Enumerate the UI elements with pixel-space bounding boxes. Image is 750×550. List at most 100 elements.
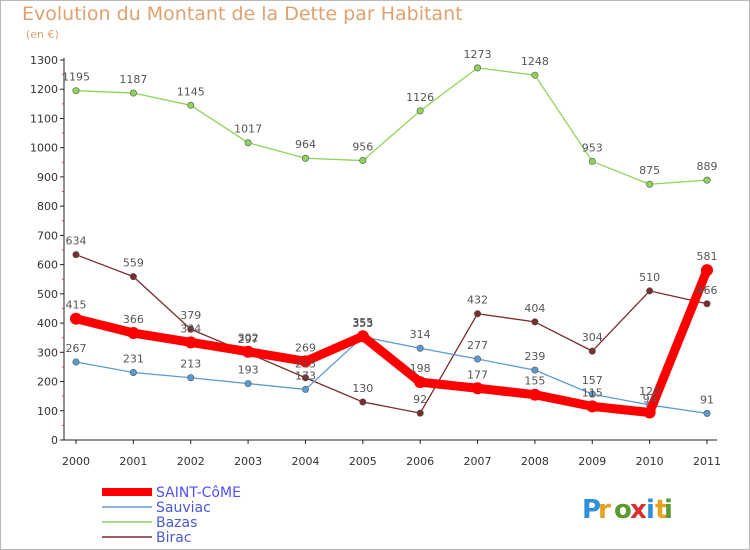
data-point [70, 312, 82, 325]
proxiti-logo: Pr ox i ti [582, 495, 673, 525]
data-point [471, 382, 484, 395]
data-point [588, 390, 596, 398]
data-point [416, 409, 424, 417]
y-tick-label: 1200 [30, 83, 58, 96]
data-label: 1126 [406, 91, 434, 104]
data-label: 875 [639, 164, 660, 177]
data-label: 213 [180, 358, 201, 371]
logo-letter: o [614, 495, 632, 525]
series-line-birac [75, 254, 708, 414]
x-tick-label: 2001 [119, 455, 147, 468]
logo-letter: t [655, 495, 667, 525]
logo-letter: r [598, 495, 611, 525]
data-label: 889 [697, 160, 718, 173]
y-tick-label: 700 [37, 229, 58, 242]
data-label: 510 [639, 271, 660, 284]
data-point [531, 318, 539, 326]
logo-letter: i [664, 495, 673, 525]
data-point [129, 89, 137, 97]
x-tick-label: 2008 [521, 455, 549, 468]
data-point [643, 406, 656, 419]
x-tick-label: 2007 [464, 455, 492, 468]
chart-subtitle: (en €) [26, 28, 59, 41]
legend-entry: Sauviac [156, 500, 211, 516]
data-label: 1248 [521, 55, 549, 68]
data-label: 1017 [234, 123, 262, 136]
data-point [474, 64, 482, 72]
y-tick-label: 500 [37, 288, 58, 301]
data-point [586, 400, 599, 413]
data-label: 432 [467, 294, 488, 307]
data-point [528, 388, 541, 401]
data-point [356, 330, 369, 343]
data-point [129, 368, 137, 376]
data-label: 92 [413, 393, 427, 406]
series-line-sauviac [75, 336, 708, 415]
data-label: 115 [582, 386, 603, 399]
data-label: 953 [582, 141, 603, 154]
data-label: 404 [524, 302, 545, 315]
data-point [301, 154, 309, 162]
data-point [646, 287, 654, 295]
legend-entry: Bazas [156, 515, 197, 531]
data-label: 198 [410, 362, 431, 375]
data-label: 314 [410, 328, 431, 341]
data-point [416, 107, 424, 115]
data-label: 269 [295, 341, 316, 354]
x-tick-label: 2011 [693, 455, 721, 468]
data-label: 277 [467, 339, 488, 352]
logo-letter: x [630, 495, 647, 525]
data-label: 634 [66, 235, 87, 248]
data-label: 213 [295, 358, 316, 371]
data-point [703, 409, 711, 417]
data-label: 302 [238, 332, 259, 345]
data-point [72, 358, 80, 366]
data-point [301, 374, 309, 382]
x-tick-label: 2009 [578, 455, 606, 468]
y-tick-label: 1300 [30, 54, 58, 67]
data-label: 353 [352, 317, 373, 330]
data-point [244, 139, 252, 147]
data-point [701, 264, 713, 277]
x-tick-label: 2002 [177, 455, 205, 468]
data-label: 1145 [177, 85, 205, 98]
data-point [72, 251, 80, 259]
y-tick-label: 100 [37, 405, 58, 418]
series-line-saint-côme [71, 265, 712, 418]
data-label: 297 [238, 333, 259, 346]
data-point [414, 376, 427, 389]
data-point [646, 180, 654, 188]
x-tick-label: 2003 [234, 455, 262, 468]
legend-entry: Birac [156, 530, 192, 546]
data-label: 94 [643, 393, 657, 406]
data-label: 581 [697, 250, 718, 263]
data-point [187, 374, 195, 382]
data-point [474, 355, 482, 363]
data-point [531, 71, 539, 79]
data-point [244, 380, 252, 388]
data-label: 130 [352, 382, 373, 395]
data-point [127, 327, 140, 340]
data-point [359, 398, 367, 406]
data-label: 267 [66, 342, 87, 355]
data-label: 366 [123, 313, 144, 326]
data-label: 120 [639, 385, 660, 398]
data-point [184, 336, 197, 349]
data-point [187, 101, 195, 109]
data-label: 956 [352, 141, 373, 154]
data-label: 334 [180, 322, 201, 335]
data-point [129, 273, 137, 281]
data-label: 466 [697, 284, 718, 297]
data-label: 1195 [62, 71, 90, 84]
y-tick-label: 0 [51, 434, 58, 447]
y-tick-label: 200 [37, 376, 58, 389]
data-label: 239 [524, 350, 545, 363]
data-label: 157 [582, 374, 603, 387]
data-label: 177 [467, 368, 488, 381]
logo-letter: i [646, 495, 655, 525]
x-tick-label: 2006 [406, 455, 434, 468]
x-tick-label: 2010 [636, 455, 664, 468]
data-point [416, 344, 424, 352]
